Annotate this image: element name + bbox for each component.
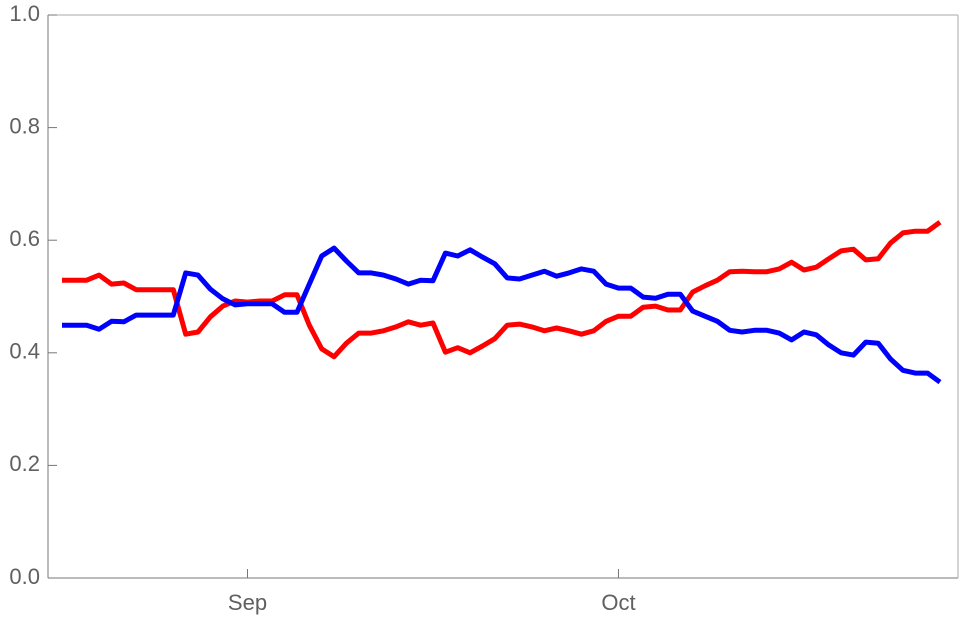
series-line <box>62 245 942 385</box>
y-tick-label: 0.8 <box>9 113 40 138</box>
y-tick-label: 0.6 <box>9 226 40 251</box>
y-tick-label: 0.4 <box>9 339 40 364</box>
x-tick-label: Sep <box>228 590 267 615</box>
y-tick-label: 0.0 <box>9 564 40 589</box>
x-tick-label: Oct <box>601 590 635 615</box>
y-tick-label: 0.2 <box>9 451 40 476</box>
series-line <box>62 220 942 360</box>
y-tick-label: 1.0 <box>9 1 40 26</box>
